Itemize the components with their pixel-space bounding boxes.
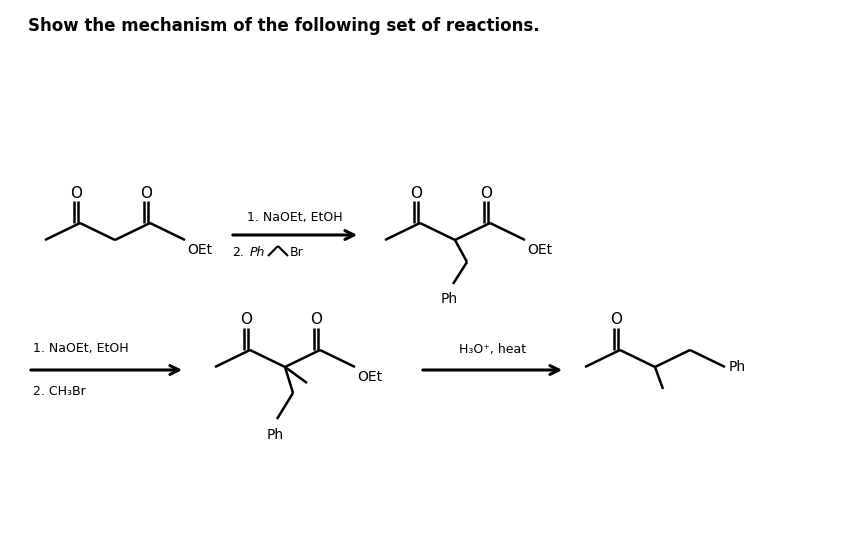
Text: O: O xyxy=(610,312,622,327)
Text: Ph: Ph xyxy=(266,428,284,442)
Text: O: O xyxy=(70,185,82,201)
Text: O: O xyxy=(410,185,422,201)
Text: 2.: 2. xyxy=(232,246,244,260)
Text: O: O xyxy=(140,185,152,201)
Text: Ph: Ph xyxy=(250,246,265,260)
Text: 1. NaOEt, EtOH: 1. NaOEt, EtOH xyxy=(247,212,343,224)
Text: O: O xyxy=(480,185,492,201)
Text: Ph: Ph xyxy=(729,360,746,374)
Text: Show the mechanism of the following set of reactions.: Show the mechanism of the following set … xyxy=(28,17,540,35)
Text: Br: Br xyxy=(290,246,303,260)
Text: OEt: OEt xyxy=(357,370,382,384)
Text: 2. CH₃Br: 2. CH₃Br xyxy=(33,385,86,398)
Text: H₃O⁺, heat: H₃O⁺, heat xyxy=(459,343,526,356)
Text: 1. NaOEt, EtOH: 1. NaOEt, EtOH xyxy=(33,342,128,355)
Text: O: O xyxy=(310,312,322,327)
Text: OEt: OEt xyxy=(187,243,212,257)
Text: O: O xyxy=(240,312,252,327)
Text: Ph: Ph xyxy=(440,292,457,306)
Text: OEt: OEt xyxy=(527,243,552,257)
